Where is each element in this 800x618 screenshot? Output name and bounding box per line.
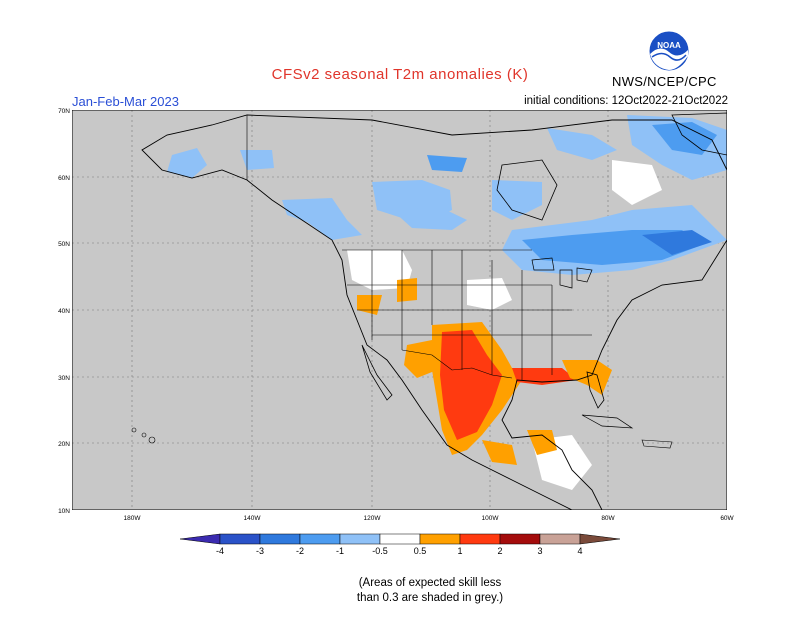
lat-tick-70n: 70N	[58, 108, 70, 115]
colorbar-bin-7	[459, 533, 501, 545]
colorbar-bin-4	[339, 533, 381, 545]
colorbar-tick-label: 1	[457, 546, 462, 556]
forecast-period: Jan-Feb-Mar 2023	[72, 94, 179, 109]
colorbar-bin-8	[499, 533, 541, 545]
latitude-axis: 70N 60N 50N 40N 30N 20N 10N	[58, 108, 70, 515]
colorbar-bin-6	[419, 533, 461, 545]
cold-anomaly-regions	[167, 115, 727, 275]
colorbar-tick-label: 3	[537, 546, 542, 556]
florida-outline	[586, 371, 605, 409]
lon-tick-80w: 80W	[601, 515, 615, 522]
lat-tick-50n: 50N	[58, 241, 70, 248]
agency-label: NWS/NCEP/CPC	[612, 74, 717, 89]
noaa-logo-icon: NOAA	[648, 30, 690, 72]
colorbar-tick-label: 4	[577, 546, 582, 556]
colorbar-tick-label: -4	[216, 546, 224, 556]
lon-tick-120w: 120W	[364, 515, 382, 522]
map-title: CFSv2 seasonal T2m anomalies (K)	[271, 66, 529, 83]
lat-tick-30n: 30N	[58, 375, 70, 382]
hispaniola-outline	[641, 439, 673, 449]
political-borders	[246, 115, 592, 380]
colorbar-ticks: -4 -3 -2 -1 -0.5 0.5 1 2 3 4	[216, 546, 583, 556]
lon-tick-100w: 100W	[482, 515, 500, 522]
hawaii-outline	[131, 427, 156, 444]
logo-lettering: NOAA	[657, 41, 681, 50]
colorbar-bin-10	[579, 533, 621, 545]
colorbar-bin-2	[259, 533, 301, 545]
skill-note-line1: (Areas of expected skill less	[358, 577, 502, 589]
colorbar: -4 -3 -2 -1 -0.5 0.5 1 2 3 4	[179, 533, 621, 556]
coastline	[141, 114, 727, 510]
warm-anomaly-regions	[357, 278, 612, 465]
lat-tick-60n: 60N	[58, 175, 70, 182]
colorbar-tick-label: -3	[256, 546, 264, 556]
colorbar-tick-label: -2	[296, 546, 304, 556]
colorbar-bin-3	[299, 533, 341, 545]
great-lakes-outline	[531, 257, 593, 289]
colorbar-tick-label: 0.5	[414, 546, 427, 556]
lon-tick-60w: 60W	[720, 515, 734, 522]
greenland-outline	[671, 112, 727, 156]
colorbar-bin-5	[379, 533, 421, 545]
colorbar-swatches	[179, 533, 621, 545]
lat-tick-20n: 20N	[58, 441, 70, 448]
colorbar-tick-label: -0.5	[372, 546, 388, 556]
colorbar-tick-label: 2	[497, 546, 502, 556]
lon-tick-180w: 180W	[124, 515, 142, 522]
longitude-axis: 180W 140W 120W 100W 80W 60W	[124, 515, 735, 522]
colorbar-bin-9	[539, 533, 581, 545]
skill-note-line2: than 0.3 are shaded in grey.)	[356, 592, 504, 604]
initial-conditions: initial conditions: 12Oct2022-21Oct2022	[524, 95, 728, 107]
colorbar-bin-0	[179, 533, 221, 545]
anomaly-map: 70N 60N 50N 40N 30N 20N 10N	[72, 110, 727, 510]
colorbar-bin-1	[219, 533, 261, 545]
lat-tick-40n: 40N	[58, 308, 70, 315]
cuba-outline	[581, 414, 634, 429]
skill-note: (Areas of expected skill less than 0.3 a…	[0, 576, 800, 606]
colorbar-tick-label: -1	[336, 546, 344, 556]
hudson-bay-outline	[496, 159, 558, 221]
lat-tick-10n: 10N	[58, 508, 70, 515]
baja-outline	[361, 344, 393, 401]
lon-tick-140w: 140W	[244, 515, 262, 522]
